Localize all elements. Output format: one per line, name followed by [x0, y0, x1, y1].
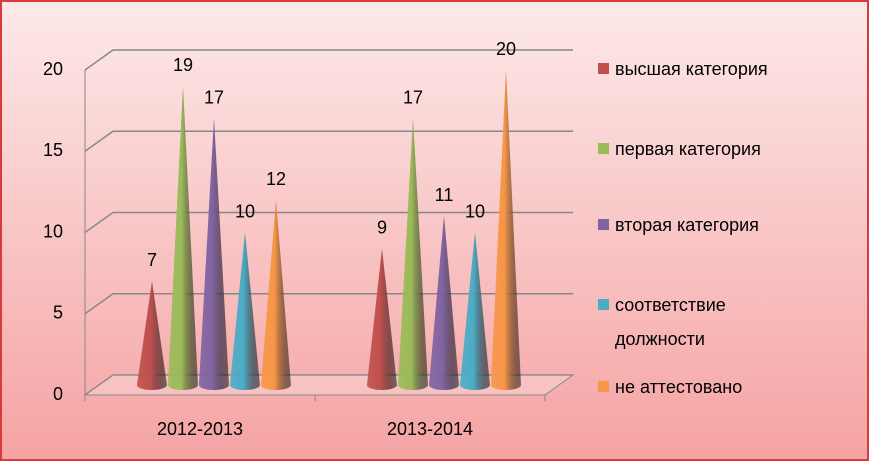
y-tick-label: 10	[43, 221, 63, 241]
legend-label: соответствие должности	[615, 295, 726, 349]
legend-label: первая категория	[615, 139, 761, 159]
cone-shade	[260, 200, 276, 390]
grid-line	[84, 130, 573, 152]
data-label: 9	[377, 218, 387, 238]
legend-swatch	[598, 381, 609, 392]
y-tick-label: 0	[53, 384, 63, 404]
cone-shade	[198, 118, 214, 390]
legend-item: соответствие должности	[598, 288, 798, 356]
y-tick-label: 20	[43, 59, 63, 79]
data-label: 12	[266, 169, 286, 189]
legend-item: первая категория	[598, 132, 798, 166]
legend-label: не аттестовано	[615, 377, 743, 397]
legend-swatch	[598, 299, 609, 310]
legend-swatch	[598, 143, 609, 154]
cone-shade	[136, 281, 152, 390]
legend-swatch	[598, 219, 609, 230]
data-label: 17	[204, 88, 224, 108]
cone-shade	[428, 216, 444, 390]
data-label: 17	[403, 88, 423, 108]
cone-shade	[167, 86, 183, 390]
legend-label: вторая категория	[615, 215, 759, 235]
data-label: 19	[173, 55, 193, 75]
cone-shade	[229, 232, 245, 390]
cone-shade	[459, 232, 475, 390]
cone-shade	[366, 248, 382, 390]
legend-item: высшая категория	[598, 52, 798, 86]
data-label: 10	[235, 201, 255, 221]
x-tick-label: 2012-2013	[157, 419, 243, 439]
legend-item: вторая категория	[598, 208, 798, 242]
x-tick-label: 2013-2014	[387, 419, 473, 439]
y-tick-label: 5	[53, 303, 63, 323]
legend-label: высшая категория	[615, 59, 768, 79]
data-label: 7	[147, 250, 157, 270]
legend-item: не аттестовано	[598, 370, 798, 404]
cone-shade	[490, 70, 506, 390]
y-tick-label: 15	[43, 140, 63, 160]
data-label: 20	[496, 39, 516, 59]
grid-line	[84, 49, 573, 71]
data-label: 10	[465, 201, 485, 221]
grid-line	[84, 211, 573, 234]
data-label: 11	[435, 185, 454, 205]
cone-shade	[397, 118, 413, 390]
legend-swatch	[598, 63, 609, 74]
